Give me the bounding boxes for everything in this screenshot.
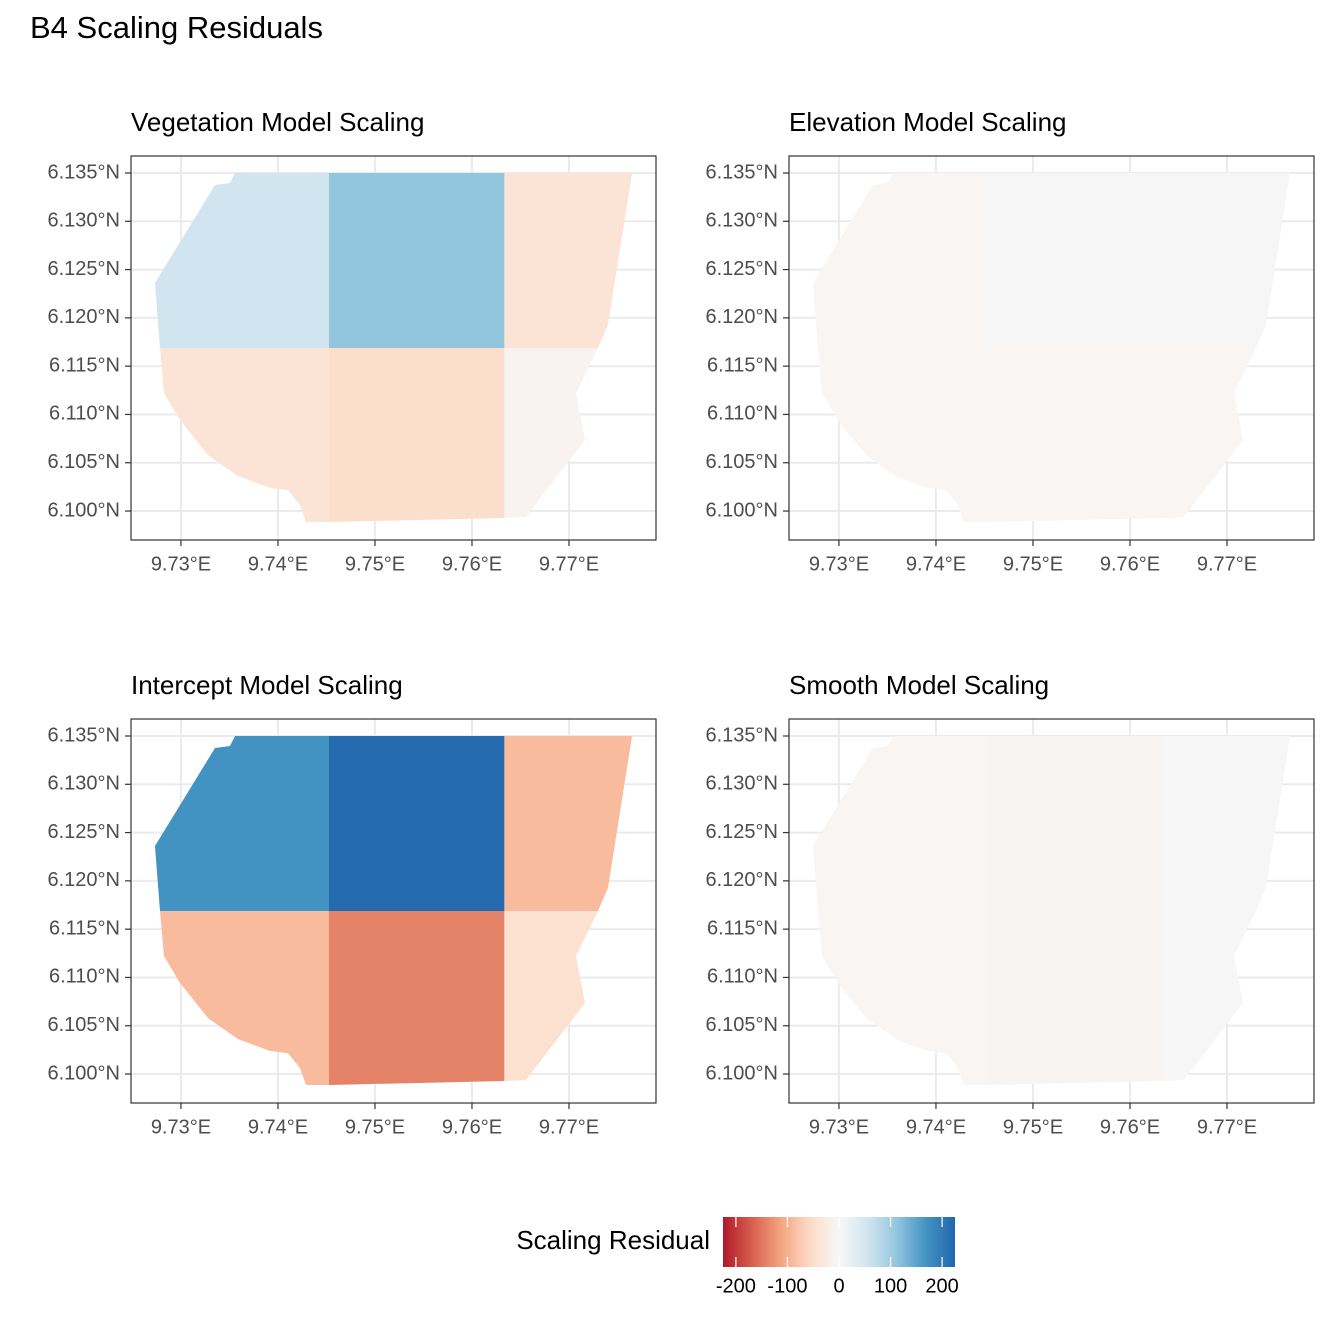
y-tick-label: 6.120°N (706, 869, 779, 891)
panel-title: Smooth Model Scaling (789, 670, 1049, 700)
y-tick-label: 6.110°N (49, 403, 120, 425)
y-tick-label: 6.105°N (706, 451, 779, 473)
y-tick-label: 6.120°N (706, 306, 779, 328)
x-tick-label: 9.76°E (442, 1116, 502, 1138)
y-tick-label: 6.105°N (706, 1014, 779, 1036)
y-tick-label: 6.105°N (48, 451, 121, 473)
panel-border (788, 718, 1315, 1104)
cells (154, 735, 633, 1086)
y-tick-label: 6.120°N (48, 869, 121, 891)
legend-title: Scaling Residual (516, 1225, 710, 1255)
map-cell (986, 911, 1163, 1086)
map-cell (154, 735, 330, 912)
map-cell (812, 172, 988, 349)
y-tick-label: 6.125°N (48, 821, 121, 843)
map-cell (328, 911, 505, 1086)
map-cell (328, 172, 505, 349)
y-tick-label: 6.120°N (48, 306, 121, 328)
x-tick-label: 9.75°E (1003, 553, 1063, 575)
y-tick-label: 6.130°N (48, 773, 121, 795)
map-cell (504, 172, 633, 349)
panel: 9.73°E 9.74°E 9.75°E 9.76°E 9.77°E 6.135°N 6.1… (48, 155, 657, 575)
y-tick-label: 6.105°N (48, 1014, 121, 1036)
y-tick-label: 6.135°N (48, 161, 121, 183)
x-tick-label: 9.73°E (151, 553, 211, 575)
panel-title: Vegetation Model Scaling (131, 107, 424, 137)
x-tick-label: 9.74°E (906, 1116, 966, 1138)
map-cell (504, 735, 633, 912)
x-tick-label: 9.77°E (539, 1116, 599, 1138)
x-tick-label: 9.73°E (809, 1116, 869, 1138)
panel-border (788, 155, 1315, 541)
colorbar-tick-label: 0 (833, 1275, 844, 1297)
x-tick-label: 9.77°E (1197, 1116, 1257, 1138)
x-tick-label: 9.74°E (248, 1116, 308, 1138)
panel: 9.73°E 9.74°E 9.75°E 9.76°E 9.77°E 6.135°N 6.1… (706, 155, 1315, 575)
x-tick-label: 9.75°E (1003, 1116, 1063, 1138)
y-tick-label: 6.135°N (48, 724, 121, 746)
y-tick-label: 6.110°N (49, 966, 120, 988)
y-tick-label: 6.115°N (49, 354, 120, 376)
y-tick-label: 6.110°N (707, 966, 778, 988)
panel-border (130, 155, 657, 541)
panel: 9.73°E 9.74°E 9.75°E 9.76°E 9.77°E 6.135°N 6.1… (48, 718, 657, 1138)
map-cell (328, 348, 505, 523)
x-tick-label: 9.76°E (1100, 553, 1160, 575)
panel-title: Elevation Model Scaling (789, 107, 1067, 137)
y-tick-label: 6.100°N (706, 499, 779, 521)
x-tick-label: 9.74°E (906, 553, 966, 575)
panel-title: Intercept Model Scaling (131, 670, 403, 700)
y-tick-label: 6.115°N (707, 917, 778, 939)
colorbar-tick-label: 200 (925, 1275, 958, 1297)
x-tick-label: 9.75°E (345, 553, 405, 575)
colorbar-tick-label: -200 (716, 1275, 756, 1297)
map-cell (328, 735, 505, 912)
map-cell (986, 172, 1163, 349)
y-tick-label: 6.115°N (49, 917, 120, 939)
x-tick-label: 9.75°E (345, 1116, 405, 1138)
panel-border (130, 718, 657, 1104)
figure-title: B4 Scaling Residuals (30, 10, 323, 45)
y-tick-label: 6.100°N (706, 1062, 779, 1084)
x-tick-label: 9.73°E (151, 1116, 211, 1138)
x-tick-label: 9.73°E (809, 553, 869, 575)
map-cell (986, 735, 1163, 912)
y-tick-label: 6.130°N (706, 773, 779, 795)
y-tick-label: 6.130°N (48, 210, 121, 232)
x-tick-label: 9.77°E (1197, 553, 1257, 575)
x-tick-label: 9.74°E (248, 553, 308, 575)
map-cell (812, 735, 988, 912)
y-tick-label: 6.125°N (706, 821, 779, 843)
colorbar-tick-label: -100 (767, 1275, 807, 1297)
map-cell (1162, 735, 1291, 912)
y-tick-label: 6.135°N (706, 161, 779, 183)
y-tick-label: 6.125°N (48, 258, 121, 280)
map-cell (154, 172, 330, 349)
map-cell (986, 348, 1163, 523)
x-tick-label: 9.76°E (442, 553, 502, 575)
map-cell (1162, 172, 1291, 349)
x-tick-label: 9.76°E (1100, 1116, 1160, 1138)
x-tick-label: 9.77°E (539, 553, 599, 575)
y-tick-label: 6.135°N (706, 724, 779, 746)
y-tick-label: 6.115°N (707, 354, 778, 376)
panel: 9.73°E 9.74°E 9.75°E 9.76°E 9.77°E 6.135°N 6.1… (706, 718, 1315, 1138)
y-tick-label: 6.100°N (48, 499, 121, 521)
colorbar-tick-label: 100 (874, 1275, 907, 1297)
y-tick-label: 6.110°N (707, 403, 778, 425)
y-tick-label: 6.130°N (706, 210, 779, 232)
y-tick-label: 6.100°N (48, 1062, 121, 1084)
y-tick-label: 6.125°N (706, 258, 779, 280)
